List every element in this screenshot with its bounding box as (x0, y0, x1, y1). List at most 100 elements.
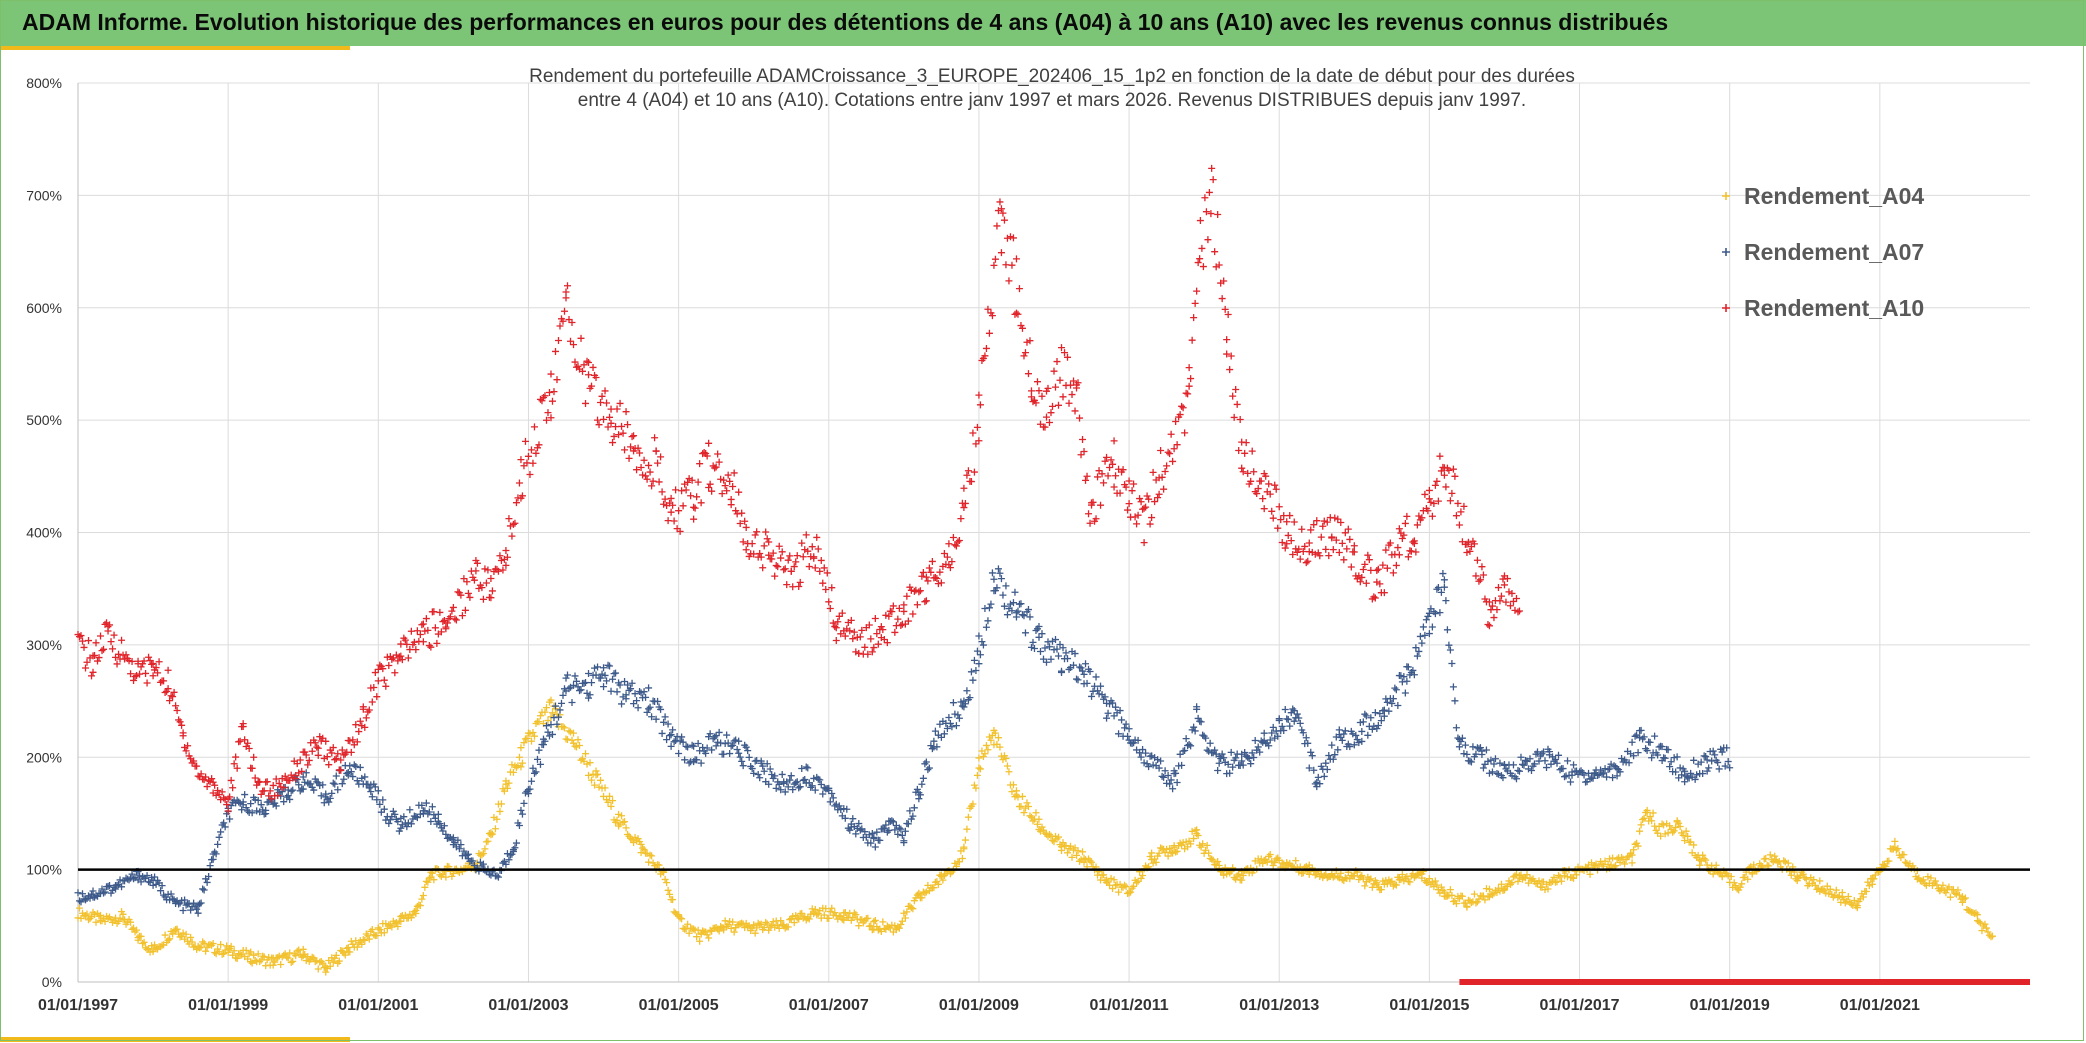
data-point (74, 889, 82, 897)
data-point (688, 741, 696, 749)
data-point (811, 786, 819, 794)
data-point (1672, 823, 1680, 831)
data-point (1018, 611, 1026, 619)
data-point (1191, 727, 1199, 735)
data-point (365, 784, 373, 792)
data-point (1118, 716, 1126, 724)
data-point (1006, 600, 1014, 608)
data-point (1077, 664, 1085, 672)
data-point (988, 569, 996, 577)
data-point (190, 899, 198, 907)
data-point (619, 818, 627, 826)
data-point (997, 575, 1005, 583)
data-point (308, 953, 316, 961)
data-point (1966, 907, 1974, 915)
data-point (1185, 740, 1193, 748)
data-point (945, 714, 953, 722)
data-point (1086, 857, 1094, 865)
data-point (487, 871, 495, 879)
data-point (254, 950, 262, 958)
data-point (793, 778, 801, 786)
data-point (194, 909, 202, 917)
data-point (515, 821, 523, 829)
data-point (897, 920, 905, 928)
data-point (361, 936, 369, 944)
data-point (376, 926, 384, 934)
data-point (133, 926, 141, 934)
data-point (744, 923, 752, 931)
data-point (1946, 893, 1954, 901)
data-point (765, 926, 773, 934)
data-point (137, 932, 145, 940)
data-point (1115, 730, 1123, 738)
data-point (639, 844, 647, 852)
data-point (1676, 822, 1684, 830)
data-point (200, 939, 208, 947)
data-point (861, 828, 869, 836)
data-point (1110, 876, 1118, 884)
data-point (816, 776, 824, 784)
data-point (576, 687, 584, 695)
data-point (1012, 609, 1020, 617)
data-point (891, 826, 899, 834)
data-point (993, 584, 1001, 592)
data-point (1172, 848, 1180, 856)
data-point (1646, 813, 1654, 821)
data-point (723, 731, 731, 739)
data-point (1083, 679, 1091, 687)
data-point (1203, 841, 1211, 849)
data-point (151, 873, 159, 881)
data-point (511, 844, 519, 852)
data-point (343, 944, 351, 952)
data-point (380, 929, 388, 937)
data-point (424, 878, 432, 886)
data-point (1220, 754, 1228, 762)
data-point (1801, 874, 1809, 882)
data-point (804, 914, 812, 922)
data-point (826, 798, 834, 806)
data-point (118, 883, 126, 891)
data-point (1621, 860, 1629, 868)
data-point (1573, 871, 1581, 879)
data-point (197, 943, 205, 951)
data-point (979, 641, 987, 649)
data-point (675, 911, 683, 919)
data-point (663, 879, 671, 887)
data-point (1278, 722, 1286, 730)
data-point (882, 821, 890, 829)
data-point (265, 953, 273, 961)
data-point (1024, 803, 1032, 811)
data-point (814, 910, 822, 918)
data-point (655, 861, 663, 869)
data-point (957, 698, 965, 706)
data-point (310, 786, 318, 794)
data-point (1056, 640, 1064, 648)
y-tick-label: 600% (26, 300, 62, 316)
data-point (1241, 748, 1249, 756)
data-point (1284, 861, 1292, 869)
data-point (768, 770, 776, 778)
data-point (412, 813, 420, 821)
data-point (227, 942, 235, 950)
data-point (469, 857, 477, 865)
data-point (247, 958, 255, 966)
accent-bar-bottom (0, 1037, 350, 1042)
data-point (1954, 886, 1962, 894)
data-point (197, 899, 205, 907)
data-point (679, 738, 687, 746)
data-point (1217, 755, 1225, 763)
data-point (241, 791, 249, 799)
data-point (1443, 892, 1451, 900)
data-point (564, 736, 572, 744)
data-point (1106, 881, 1114, 889)
data-point (1367, 875, 1375, 883)
data-point (1122, 883, 1130, 891)
data-point (1816, 877, 1824, 885)
data-point (637, 840, 645, 848)
data-point (1503, 882, 1511, 890)
data-point (1139, 746, 1147, 754)
data-point (1128, 739, 1136, 747)
data-point (1187, 840, 1195, 848)
data-point (485, 870, 493, 878)
data-point (1229, 763, 1237, 771)
